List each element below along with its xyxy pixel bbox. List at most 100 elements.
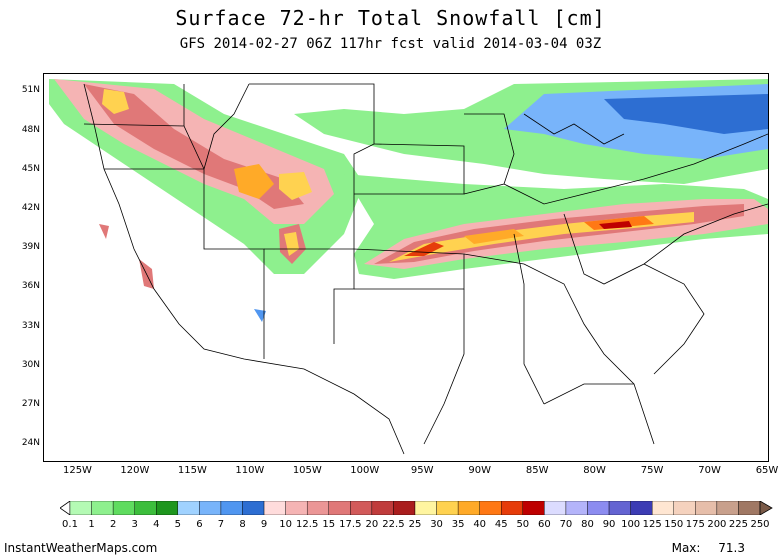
source-credit: InstantWeatherMaps.com — [4, 541, 158, 555]
max-label: Max: — [671, 541, 701, 555]
snowfall-field — [49, 79, 768, 322]
lat-label: 48N — [21, 124, 40, 135]
colorbar-label: 8 — [239, 519, 246, 530]
colorbar-swatch — [371, 500, 394, 516]
lat-label: 36N — [21, 281, 40, 292]
max-readout: Max: 71.3 — [672, 541, 745, 555]
map-subtitle: GFS 2014-02-27 06Z 117hr fcst valid 2014… — [179, 36, 602, 52]
colorbar — [59, 500, 780, 516]
colorbar-min-arrow — [59, 500, 71, 516]
colorbar-swatch — [112, 500, 135, 516]
max-value: 71.3 — [718, 541, 745, 555]
colorbar-swatch — [501, 500, 524, 516]
colorbar-swatch — [738, 500, 761, 516]
lon-label: 125W — [62, 465, 92, 476]
colorbar-swatch — [457, 500, 480, 516]
colorbar-label: 6 — [196, 519, 203, 530]
colorbar-label: 17.5 — [339, 519, 362, 530]
colorbar-swatch — [350, 500, 373, 516]
colorbar-label: 25 — [408, 519, 422, 530]
colorbar-label: 70 — [559, 519, 573, 530]
colorbar-label: 250 — [750, 519, 770, 530]
colorbar-label: 4 — [153, 519, 160, 530]
lat-label: 24N — [21, 438, 40, 449]
colorbar-label: 125 — [642, 519, 662, 530]
snowfall-map-svg — [49, 79, 768, 455]
colorbar-swatch — [177, 500, 200, 516]
colorbar-max-arrow — [759, 500, 773, 516]
colorbar-swatch — [393, 500, 416, 516]
colorbar-swatch — [306, 500, 329, 516]
lon-label: 95W — [410, 465, 434, 476]
lon-label: 115W — [177, 465, 207, 476]
colorbar-swatch — [263, 500, 286, 516]
lat-label: 51N — [21, 85, 40, 96]
lat-label: 42N — [21, 202, 40, 213]
colorbar-label: 60 — [538, 519, 551, 530]
colorbar-label: 20 — [365, 519, 379, 530]
colorbar-label: 5 — [174, 519, 181, 530]
lon-label: 110W — [235, 465, 265, 476]
map-borders — [83, 83, 768, 455]
colorbar-label: 22.5 — [382, 519, 405, 530]
lon-label: 75W — [640, 465, 664, 476]
colorbar-swatch — [156, 500, 179, 516]
snowfall-map — [43, 73, 769, 462]
lon-label: 65W — [755, 465, 779, 476]
colorbar-label: 1 — [88, 519, 95, 530]
lat-label: 45N — [21, 163, 40, 174]
colorbar-label: 80 — [581, 519, 594, 530]
lon-label: 90W — [468, 465, 491, 476]
colorbar-swatch — [414, 500, 437, 516]
colorbar-swatch — [220, 500, 243, 516]
lat-label: 39N — [21, 242, 40, 253]
colorbar-label: 225 — [728, 519, 748, 530]
colorbar-swatch — [91, 500, 114, 516]
colorbar-swatch — [608, 500, 631, 516]
colorbar-label: 10 — [279, 519, 292, 530]
colorbar-svg — [59, 500, 773, 516]
colorbar-swatch — [544, 500, 567, 516]
colorbar-swatch — [716, 500, 739, 516]
colorbar-label: 90 — [602, 519, 616, 530]
lat-label: 30N — [21, 359, 40, 370]
colorbar-label: 175 — [685, 519, 705, 530]
colorbar-label: 200 — [707, 519, 727, 530]
lon-label: 80W — [583, 465, 606, 476]
lat-label: 33N — [21, 320, 40, 331]
lon-label: 70W — [698, 465, 721, 476]
colorbar-label: 45 — [494, 519, 508, 530]
colorbar-swatch — [630, 500, 653, 516]
lat-label: 27N — [21, 399, 40, 410]
colorbar-label: 9 — [260, 519, 268, 530]
colorbar-swatch — [242, 500, 265, 516]
colorbar-swatch — [651, 500, 674, 516]
colorbar-swatch — [565, 500, 588, 516]
colorbar-swatch — [436, 500, 459, 516]
colorbar-label: 15 — [322, 519, 336, 530]
colorbar-label: 12.5 — [296, 519, 319, 530]
colorbar-swatch — [522, 500, 545, 516]
lon-label: 105W — [292, 465, 322, 476]
colorbar-swatch — [328, 500, 351, 516]
colorbar-label: 100 — [621, 519, 641, 530]
colorbar-swatch — [695, 500, 718, 516]
lon-label: 100W — [350, 465, 380, 476]
colorbar-label: 0.1 — [62, 519, 78, 530]
colorbar-swatch — [673, 500, 696, 516]
colorbar-label: 150 — [664, 519, 684, 530]
colorbar-label: 3 — [131, 519, 138, 530]
lon-label: 85W — [525, 465, 549, 476]
colorbar-label: 7 — [217, 519, 225, 530]
colorbar-swatch — [69, 500, 92, 516]
colorbar-label: 40 — [473, 519, 487, 530]
colorbar-label: 30 — [430, 519, 443, 530]
colorbar-swatch — [285, 500, 308, 516]
map-title: Surface 72-hr Total Snowfall [cm] — [175, 6, 606, 30]
colorbar-swatch — [587, 500, 610, 516]
colorbar-swatch — [134, 500, 157, 516]
lon-label: 120W — [120, 465, 150, 476]
colorbar-label: 2 — [109, 519, 117, 530]
colorbar-swatch — [199, 500, 222, 516]
colorbar-swatch — [479, 500, 502, 516]
